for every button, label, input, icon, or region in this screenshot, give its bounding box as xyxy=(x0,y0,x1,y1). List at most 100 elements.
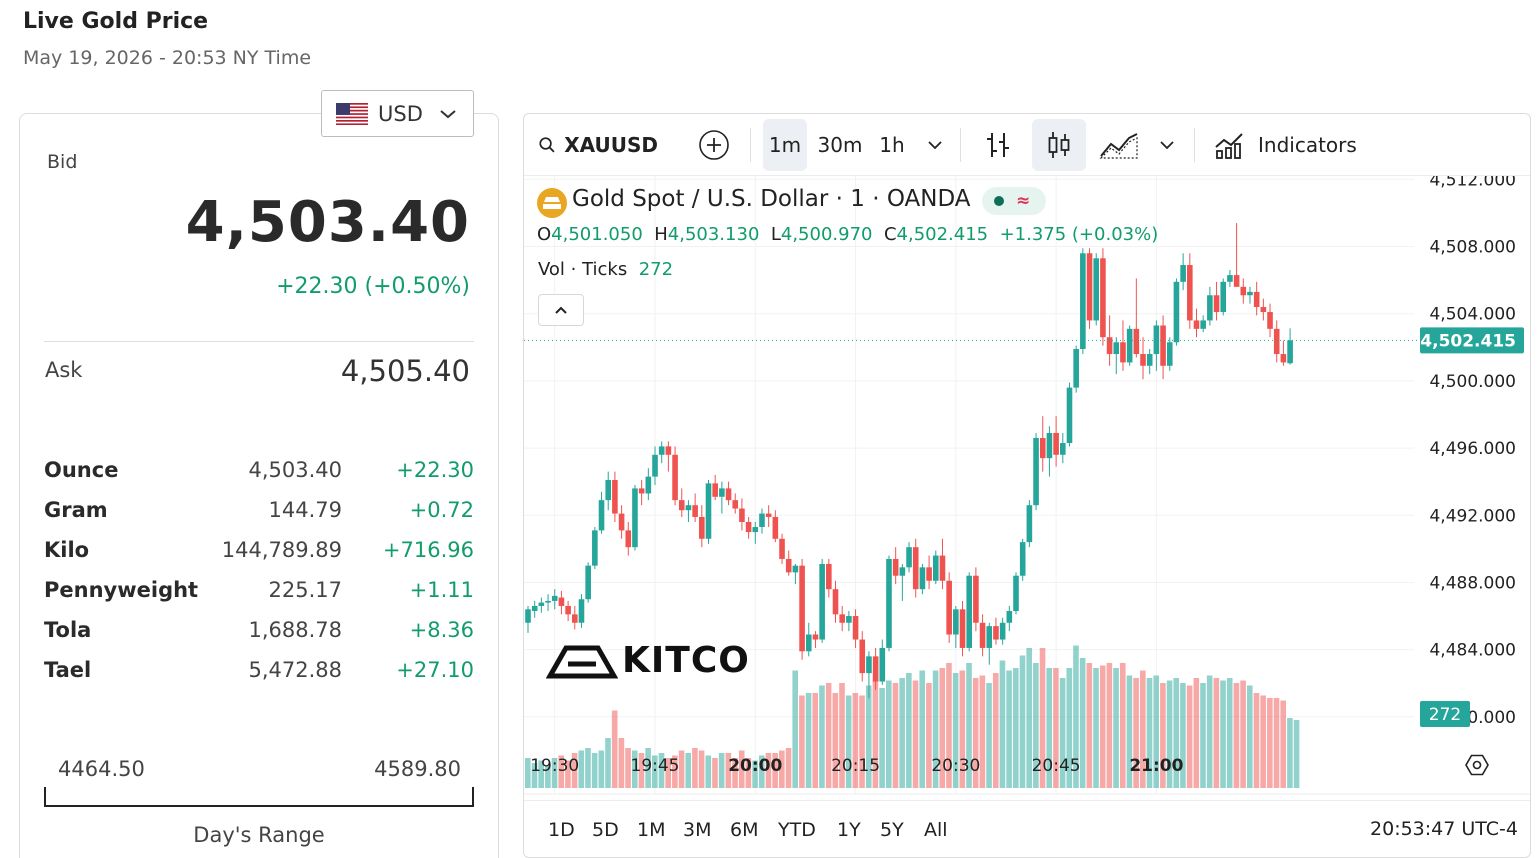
indicators-button[interactable]: Indicators xyxy=(1212,119,1372,171)
candle xyxy=(939,555,946,581)
x-axis-tick-label: 20:30 xyxy=(931,756,980,776)
volume-bar xyxy=(932,670,939,788)
unit-row: Kilo 144,789.89 +716.96 xyxy=(44,532,474,572)
y-axis-tick-label: 4,504.000 xyxy=(1429,305,1516,325)
volume-bar xyxy=(1253,693,1260,788)
candle xyxy=(859,639,866,674)
volume-bar xyxy=(745,758,752,788)
currency-label: USD xyxy=(378,101,423,126)
chart-settings-icon[interactable] xyxy=(1465,754,1489,776)
volume-bar xyxy=(1186,685,1193,788)
volume-bar xyxy=(1126,675,1133,788)
volume-bar xyxy=(1079,658,1086,788)
ohlc-label: O xyxy=(537,224,552,245)
candle xyxy=(1227,275,1233,282)
range-5y-button[interactable]: 5Y xyxy=(880,819,904,841)
volume-bar xyxy=(1019,655,1026,788)
candle xyxy=(1213,295,1220,313)
candle xyxy=(1180,265,1186,282)
interval-30m-button[interactable]: 30m xyxy=(814,119,866,171)
volume-bar xyxy=(525,758,531,788)
unit-change: +22.30 xyxy=(396,458,474,482)
volume-bar xyxy=(732,758,738,788)
collapse-legend-button[interactable] xyxy=(538,294,584,326)
volume-bar xyxy=(765,753,772,788)
range-all-button[interactable]: All xyxy=(924,819,948,841)
candle xyxy=(1173,281,1180,343)
candle xyxy=(1160,325,1166,366)
y-axis-tick-label: 4,492.000 xyxy=(1429,506,1516,526)
y-axis-tick-label: 4,488.000 xyxy=(1429,573,1516,593)
volume-bar xyxy=(1246,685,1253,788)
candle xyxy=(672,454,678,501)
volume-bar xyxy=(859,695,865,788)
unit-name: Ounce xyxy=(44,458,119,482)
interval-1m-button[interactable]: 1m xyxy=(763,119,807,171)
candle xyxy=(1033,438,1039,506)
candle xyxy=(1100,258,1106,338)
market-status-badge[interactable]: ≈ xyxy=(982,187,1046,215)
candle xyxy=(612,479,618,514)
volume-bar xyxy=(986,683,992,788)
volume-bar xyxy=(1146,678,1153,788)
range-5d-button[interactable]: 5D xyxy=(592,819,619,841)
unit-row: Gram 144.79 +0.72 xyxy=(44,492,474,532)
volume-bar xyxy=(598,750,605,788)
candle xyxy=(545,600,551,603)
volume-bar xyxy=(1166,680,1173,788)
range-1d-button[interactable]: 1D xyxy=(548,819,575,841)
candle xyxy=(739,508,745,522)
candle xyxy=(592,530,598,566)
range-1m-button[interactable]: 1M xyxy=(637,819,666,841)
volume-bar xyxy=(1053,668,1059,788)
candle xyxy=(999,622,1006,640)
range-3m-button[interactable]: 3M xyxy=(683,819,712,841)
candle xyxy=(1066,387,1073,444)
candle xyxy=(625,530,632,548)
delayed-data-icon: ≈ xyxy=(1016,191,1031,211)
unit-name: Kilo xyxy=(44,538,90,562)
ask-value: 4,505.40 xyxy=(340,354,470,388)
candle xyxy=(525,609,531,623)
range-6m-button[interactable]: 6M xyxy=(730,819,759,841)
area-style-button[interactable] xyxy=(1096,119,1142,171)
symbol-search[interactable]: XAUUSD xyxy=(538,119,658,171)
currency-select[interactable]: USD xyxy=(321,90,474,137)
candle xyxy=(759,513,765,528)
volume-bar xyxy=(678,750,685,788)
compare-symbol-button[interactable] xyxy=(694,119,734,171)
interval-dropdown-button[interactable] xyxy=(920,119,950,171)
candle xyxy=(1187,265,1193,321)
volume-bar xyxy=(792,670,798,788)
candle xyxy=(632,488,638,548)
candle xyxy=(812,634,819,640)
candle xyxy=(926,567,932,581)
separator xyxy=(750,128,751,162)
volume-bar xyxy=(852,693,859,788)
plus-circle-icon xyxy=(699,130,729,160)
candle xyxy=(772,516,779,539)
range-ytd-button[interactable]: YTD xyxy=(778,819,816,841)
candle xyxy=(919,567,926,590)
candle xyxy=(598,500,605,531)
candle xyxy=(912,547,919,590)
range-1y-button[interactable]: 1Y xyxy=(837,819,861,841)
style-dropdown-button[interactable] xyxy=(1152,119,1182,171)
volume-bar xyxy=(558,755,565,788)
candle xyxy=(879,647,886,682)
candles-style-button[interactable] xyxy=(1032,119,1086,171)
y-axis-tick-label: 4,512.000 xyxy=(1429,176,1516,190)
chart-clock[interactable]: 20:53:47 UTC-4 xyxy=(1370,818,1518,840)
interval-1h-button[interactable]: 1h xyxy=(874,119,910,171)
days-range-bar xyxy=(44,787,474,807)
volume-bar xyxy=(1260,695,1266,788)
candle xyxy=(805,634,812,652)
volume-bar xyxy=(1220,680,1226,788)
candle xyxy=(699,516,705,539)
bar-style-button[interactable] xyxy=(976,119,1020,171)
volume-bar xyxy=(805,693,812,788)
price-chart[interactable]: 4,480.0004,484.0004,488.0004,492.0004,49… xyxy=(524,176,1531,800)
candle xyxy=(886,558,892,648)
volume-bar xyxy=(685,753,692,788)
volume-bar xyxy=(1046,668,1053,788)
